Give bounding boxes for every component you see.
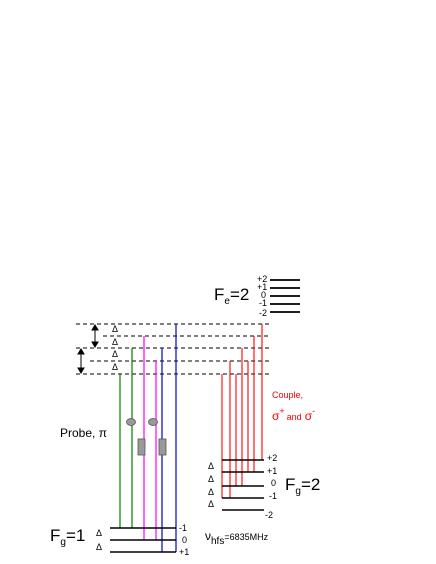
marker-ellipse (148, 418, 158, 426)
ground2-sublevel-label: -2 (265, 510, 273, 520)
marker-rect (137, 438, 146, 456)
ground2-sublevel-label: +1 (267, 466, 277, 476)
probe-markers (126, 418, 167, 456)
ground1-sublevel-label: -1 (179, 523, 187, 533)
delta-label: Δ (208, 461, 214, 471)
virtual-delta-labels: Δ Δ Δ Δ (112, 324, 118, 372)
delta-label: Δ (208, 499, 214, 509)
couple-label: Couple, σ+and σ- (272, 390, 315, 423)
arrowhead (77, 348, 85, 355)
marker-rect (158, 438, 167, 456)
couple-title: Couple, (272, 390, 303, 400)
delta-label: Δ (208, 474, 214, 484)
delta-label: Δ (112, 337, 118, 347)
probe-label: Probe, π (60, 426, 107, 440)
probe-transitions (119, 324, 177, 552)
delta-label: Δ (96, 528, 102, 538)
ground1-label: Fg=1 (50, 526, 85, 548)
marker-ellipse (126, 418, 136, 426)
excited-sublevel-label: +2 (257, 274, 267, 284)
delta-label: Δ (112, 324, 118, 334)
excited-state-levels: +2 +1 0 -1 -2 Fe=2 (214, 274, 300, 318)
ground2-sublevel-label: -1 (269, 491, 277, 501)
excited-sublevel-label: -1 (259, 298, 267, 308)
arrowhead (91, 341, 99, 348)
ground1-levels: -1 0 +1 Δ Δ Fg=1 (50, 523, 189, 557)
excited-sublevel-label: +1 (257, 282, 267, 292)
excited-state-label: Fe=2 (214, 285, 249, 307)
hfs-label: νhfs=6835MHz (205, 529, 269, 547)
detuned-virtual-levels (76, 323, 270, 375)
ground2-label: Fg=2 (285, 475, 320, 497)
spacing-arrows (77, 324, 99, 374)
ground2-sublevel-label: +2 (267, 453, 277, 463)
delta-label: Δ (208, 487, 214, 497)
delta-label: Δ (96, 542, 102, 552)
ground1-sublevel-label: 0 (182, 535, 187, 545)
ground2-sublevel-label: 0 (271, 478, 276, 488)
arrowhead (77, 367, 85, 374)
ground1-sublevel-label: +1 (179, 547, 189, 557)
arrowhead (91, 324, 99, 331)
delta-label: Δ (112, 349, 118, 359)
excited-sublevel-label: 0 (261, 290, 266, 300)
excited-sublevel-label: -2 (259, 308, 267, 318)
coupling-transitions (221, 324, 263, 498)
delta-label: Δ (112, 362, 118, 372)
ground2-levels: +2 +1 0 -1 -2 Δ Δ Δ Δ Fg=2 (208, 453, 320, 520)
couple-polarization: σ+and σ- (272, 406, 315, 423)
